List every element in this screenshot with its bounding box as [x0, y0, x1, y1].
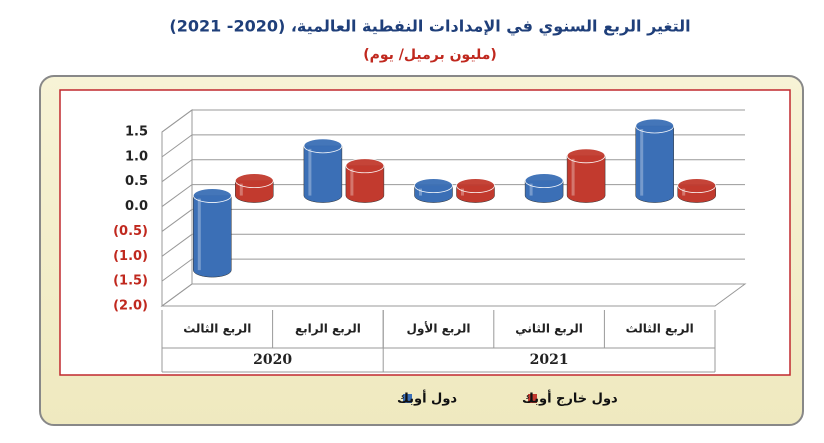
bar [303, 138, 343, 203]
bar-top [414, 178, 453, 194]
bar [345, 158, 385, 203]
bar [635, 118, 675, 203]
bar [414, 178, 453, 203]
bar-top [303, 138, 343, 154]
bar-top [524, 173, 564, 189]
grid-line [161, 109, 745, 133]
bar-body [635, 125, 674, 203]
grid-line [161, 134, 745, 158]
floor [160, 283, 747, 307]
bar [677, 178, 717, 203]
bar-top [635, 118, 675, 134]
legend-swatch [403, 394, 412, 403]
x-tick-label: الربع الأول [407, 321, 471, 337]
bar [192, 188, 232, 278]
bar [524, 173, 564, 203]
y-tick-label: 1.5 [125, 125, 148, 140]
x-tick-label: الربع الثالث [626, 322, 694, 336]
x-tick-label: الربع الرابع [295, 322, 361, 336]
bar-top [192, 188, 232, 203]
x-tick-label: الربع الثالث [183, 322, 251, 336]
grid-line [161, 208, 745, 232]
bar [234, 173, 274, 203]
grid-line [161, 233, 745, 257]
bar-top [566, 148, 606, 164]
bar-body [566, 155, 606, 203]
grid-line [161, 283, 745, 307]
bar-body [345, 165, 385, 203]
chart-title: التغير الربع السنوي في الإمدادات النفطية… [169, 17, 690, 37]
y-tick-label: (1.5) [113, 274, 148, 289]
chart-subtitle: (مليون برميل/ يوم) [363, 47, 497, 63]
legend-swatch [528, 394, 537, 403]
bar [566, 148, 606, 203]
bar [456, 178, 495, 203]
y-tick-label: (1.0) [113, 249, 148, 264]
legend-label: دول خارج أوبك [522, 390, 618, 407]
y-tick-label: 0.0 [125, 199, 148, 214]
y-tick-label: 0.5 [125, 174, 148, 189]
bar-top [234, 173, 274, 189]
group-label: 2021 [530, 352, 569, 368]
bar-body [193, 195, 232, 278]
bar-top [677, 178, 717, 194]
x-tick-label: الربع الثاني [515, 322, 583, 336]
bar-body [303, 145, 343, 203]
y-tick-label: (2.0) [113, 299, 148, 314]
grid-line [161, 258, 745, 282]
y-tick-label: (0.5) [113, 224, 148, 239]
bar-top [345, 158, 385, 174]
grid-line [161, 159, 745, 183]
y-tick-label: 1.0 [125, 149, 148, 164]
group-label: 2020 [253, 352, 292, 368]
legend-label: دول أوبك [397, 390, 457, 407]
bar-top [456, 178, 495, 194]
